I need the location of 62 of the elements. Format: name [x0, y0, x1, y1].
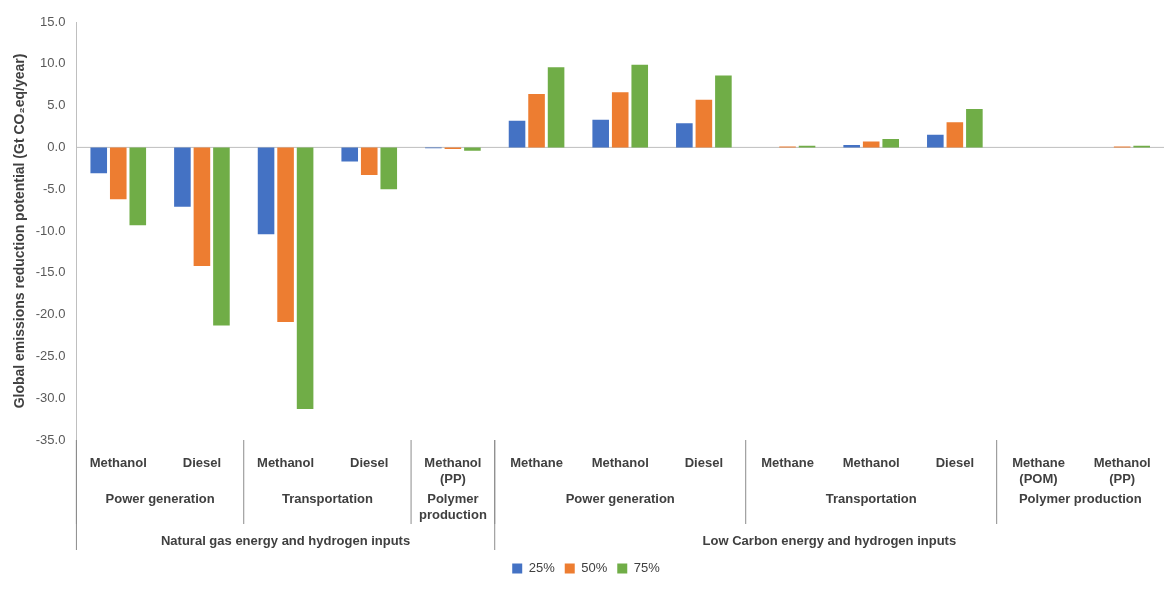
y-tick-label: 15.0	[40, 13, 66, 29]
text: Polymer production	[1018, 490, 1142, 506]
y-tick-label: -25.0	[35, 347, 66, 363]
x-tick-label: Diesel	[182, 455, 222, 471]
x-tick-label: Diesel	[684, 455, 724, 471]
text: Power generation	[565, 490, 675, 506]
bar	[676, 123, 693, 148]
bar	[611, 92, 629, 148]
bar	[129, 147, 147, 226]
text: Transportation	[281, 490, 373, 506]
y-axis-title: Global emissions reduction potential (Gt CO₂eq/year)	[11, 53, 28, 409]
bar	[508, 120, 526, 148]
y-tick-label: -15.0	[35, 264, 66, 280]
bar	[193, 147, 211, 267]
bar	[882, 139, 900, 148]
bar	[380, 147, 398, 190]
text: Polymer production	[418, 490, 487, 522]
bar	[464, 147, 481, 151]
bar	[695, 99, 713, 148]
text: Low Carbon energy and hydrogen inputs	[702, 532, 957, 548]
y-tick-label: 10.0	[40, 55, 66, 71]
bar	[966, 108, 983, 148]
text: Natural gas energy and hydrogen inputs	[160, 532, 411, 548]
bar	[341, 147, 359, 162]
y-tick-label: -20.0	[35, 306, 66, 322]
bar	[296, 147, 314, 410]
y-tick-label: -10.0	[35, 222, 66, 238]
bar	[257, 147, 275, 235]
x-tick-label: Methane	[510, 455, 563, 471]
y-tick-label: -5.0	[43, 180, 66, 196]
y-tick-label: -30.0	[35, 389, 66, 405]
bar	[277, 147, 294, 323]
x-tick-label: Methanol	[591, 455, 649, 471]
legend-label: 25%	[528, 560, 556, 576]
bar	[90, 147, 108, 174]
bar	[631, 64, 649, 148]
x-tick-label: Methanol	[89, 455, 147, 471]
y-tick-label: -35.0	[35, 431, 66, 447]
x-tick-label: Methanol (PP)	[424, 455, 482, 486]
x-tick-label: Diesel	[350, 455, 389, 471]
x-tick-label: Methanol (PP)	[1093, 455, 1151, 486]
bar	[109, 147, 127, 200]
text: Transportation	[825, 490, 917, 506]
legend-label: 50%	[581, 560, 608, 576]
bar	[360, 147, 378, 175]
bar	[592, 119, 609, 148]
bar	[946, 122, 964, 148]
bar	[715, 75, 732, 148]
x-tick-label: Methane (POM)	[1012, 455, 1065, 486]
x-tick-label: Methane	[761, 455, 814, 471]
x-tick-label: Methanol	[257, 455, 315, 471]
bar	[174, 147, 191, 207]
bar	[547, 67, 565, 148]
bar	[927, 134, 944, 148]
legend-label: 75%	[633, 560, 661, 576]
bar	[528, 93, 545, 148]
text: Power generation	[105, 490, 215, 506]
y-tick-label: 5.0	[47, 97, 66, 113]
x-tick-label: Diesel	[935, 455, 975, 471]
x-tick-label: Methanol	[842, 455, 900, 471]
bar	[213, 147, 230, 326]
y-tick-label: 0.0	[47, 138, 66, 154]
